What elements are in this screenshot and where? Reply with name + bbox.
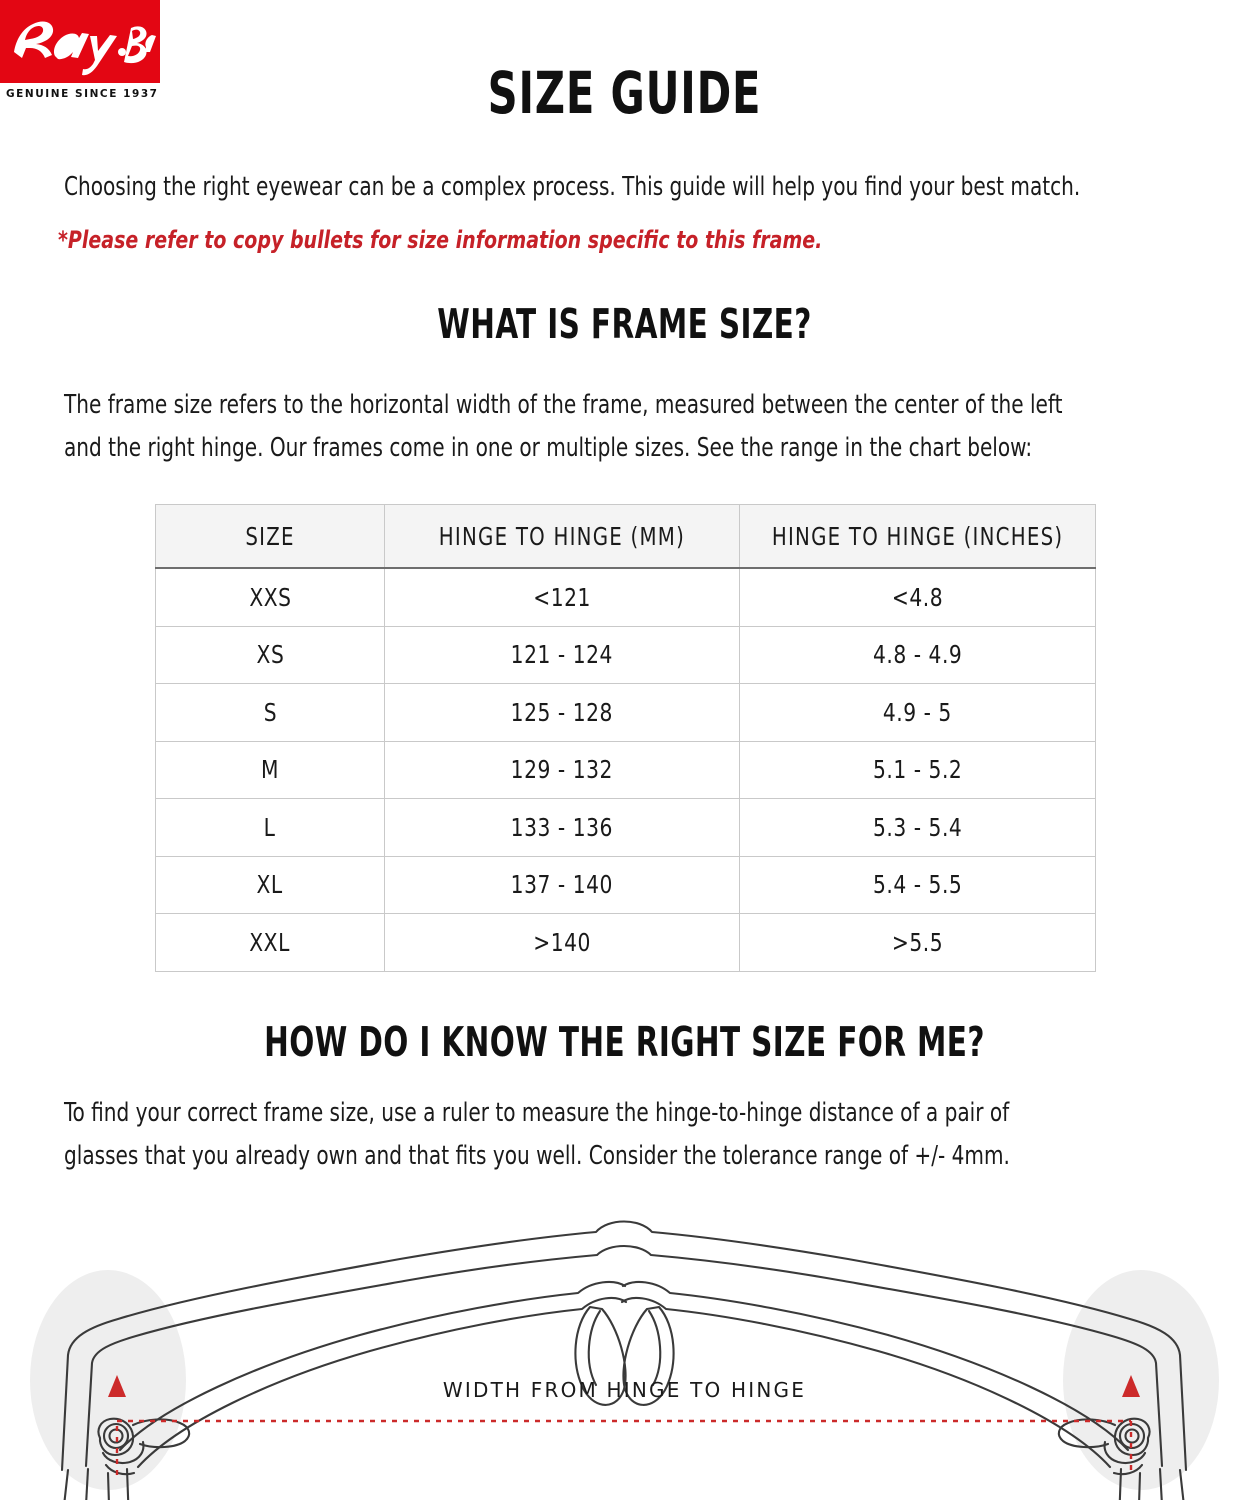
cell-hinge-mm: >140 <box>384 913 740 972</box>
column-header-hinge-mm: HINGE TO HINGE (MM) <box>384 504 740 569</box>
cell-size: M <box>155 740 385 799</box>
table-row: M 129 - 132 5.1 - 5.2 <box>155 740 1096 799</box>
frame-size-paragraph-line1: The frame size refers to the horizontal … <box>64 390 1063 420</box>
right-size-paragraph-line2: glasses that you already own and that fi… <box>64 1141 1010 1171</box>
left-hinge-highlight-circle <box>30 1270 186 1490</box>
table-row: XS 121 - 124 4.8 - 4.9 <box>155 625 1096 684</box>
page-title: SIZE GUIDE <box>487 59 762 127</box>
frame-specific-note: *Please refer to copy bullets for size i… <box>58 226 823 254</box>
table-row: XXL >140 >5.5 <box>155 913 1096 972</box>
diagram-label: WIDTH FROM HINGE TO HINGE <box>442 1378 807 1402</box>
cell-hinge-inches: >5.5 <box>739 913 1096 972</box>
ray-ban-logo-mark <box>0 0 160 83</box>
table-row: XXS <121 <4.8 <box>155 567 1096 627</box>
cell-hinge-mm: 137 - 140 <box>384 855 740 914</box>
cell-size: XL <box>155 855 385 914</box>
cell-hinge-inches: 5.3 - 5.4 <box>739 798 1096 857</box>
section-title-frame-size: WHAT IS FRAME SIZE? <box>437 300 812 348</box>
column-header-hinge-inches: HINGE TO HINGE (INCHES) <box>739 504 1096 569</box>
right-hinge-highlight-circle <box>1063 1270 1219 1490</box>
cell-hinge-inches: 5.4 - 5.5 <box>739 855 1096 914</box>
left-measure-arrow-icon <box>108 1375 126 1397</box>
cell-hinge-inches: <4.8 <box>739 567 1096 627</box>
cell-size: XXS <box>155 567 385 627</box>
cell-hinge-mm: 133 - 136 <box>384 798 740 857</box>
cell-hinge-inches: 4.8 - 4.9 <box>739 625 1096 684</box>
cell-hinge-mm: 121 - 124 <box>384 625 740 684</box>
cell-size: L <box>155 798 385 857</box>
table-row: L 133 - 136 5.3 - 5.4 <box>155 798 1096 857</box>
cell-hinge-mm: <121 <box>384 567 740 627</box>
table-row: XL 137 - 140 5.4 - 5.5 <box>155 855 1096 914</box>
cell-hinge-inches: 5.1 - 5.2 <box>739 740 1096 799</box>
cell-size: XS <box>155 625 385 684</box>
cell-size: XXL <box>155 913 385 972</box>
ray-ban-script-icon <box>14 21 156 76</box>
glasses-measurement-diagram <box>30 1220 1219 1500</box>
right-measure-arrow-icon <box>1122 1375 1140 1397</box>
brand-logo: GENUINE SINCE 1937 <box>0 0 168 100</box>
intro-paragraph: Choosing the right eyewear can be a comp… <box>64 172 1081 202</box>
cell-size: S <box>155 683 385 742</box>
frame-size-paragraph-line2: and the right hinge. Our frames come in … <box>64 433 1033 463</box>
cell-hinge-mm: 129 - 132 <box>384 740 740 799</box>
width-measurement-line <box>115 1419 1133 1475</box>
section-title-right-size: HOW DO I KNOW THE RIGHT SIZE FOR ME? <box>264 1018 985 1066</box>
frame-size-paragraph: The frame size refers to the horizontal … <box>64 384 1062 470</box>
right-size-paragraph: To find your correct frame size, use a r… <box>64 1092 1010 1178</box>
table-row: S 125 - 128 4.9 - 5 <box>155 683 1096 742</box>
right-size-paragraph-line1: To find your correct frame size, use a r… <box>64 1098 1010 1128</box>
cell-hinge-mm: 125 - 128 <box>384 683 740 742</box>
column-header-size: SIZE <box>155 504 385 569</box>
glasses-outline <box>60 1220 1188 1500</box>
table-header-row: SIZE HINGE TO HINGE (MM) HINGE TO HINGE … <box>155 504 1096 569</box>
brand-tagline: GENUINE SINCE 1937 <box>6 88 159 100</box>
frame-size-table: SIZE HINGE TO HINGE (MM) HINGE TO HINGE … <box>155 504 1096 972</box>
cell-hinge-inches: 4.9 - 5 <box>739 683 1096 742</box>
